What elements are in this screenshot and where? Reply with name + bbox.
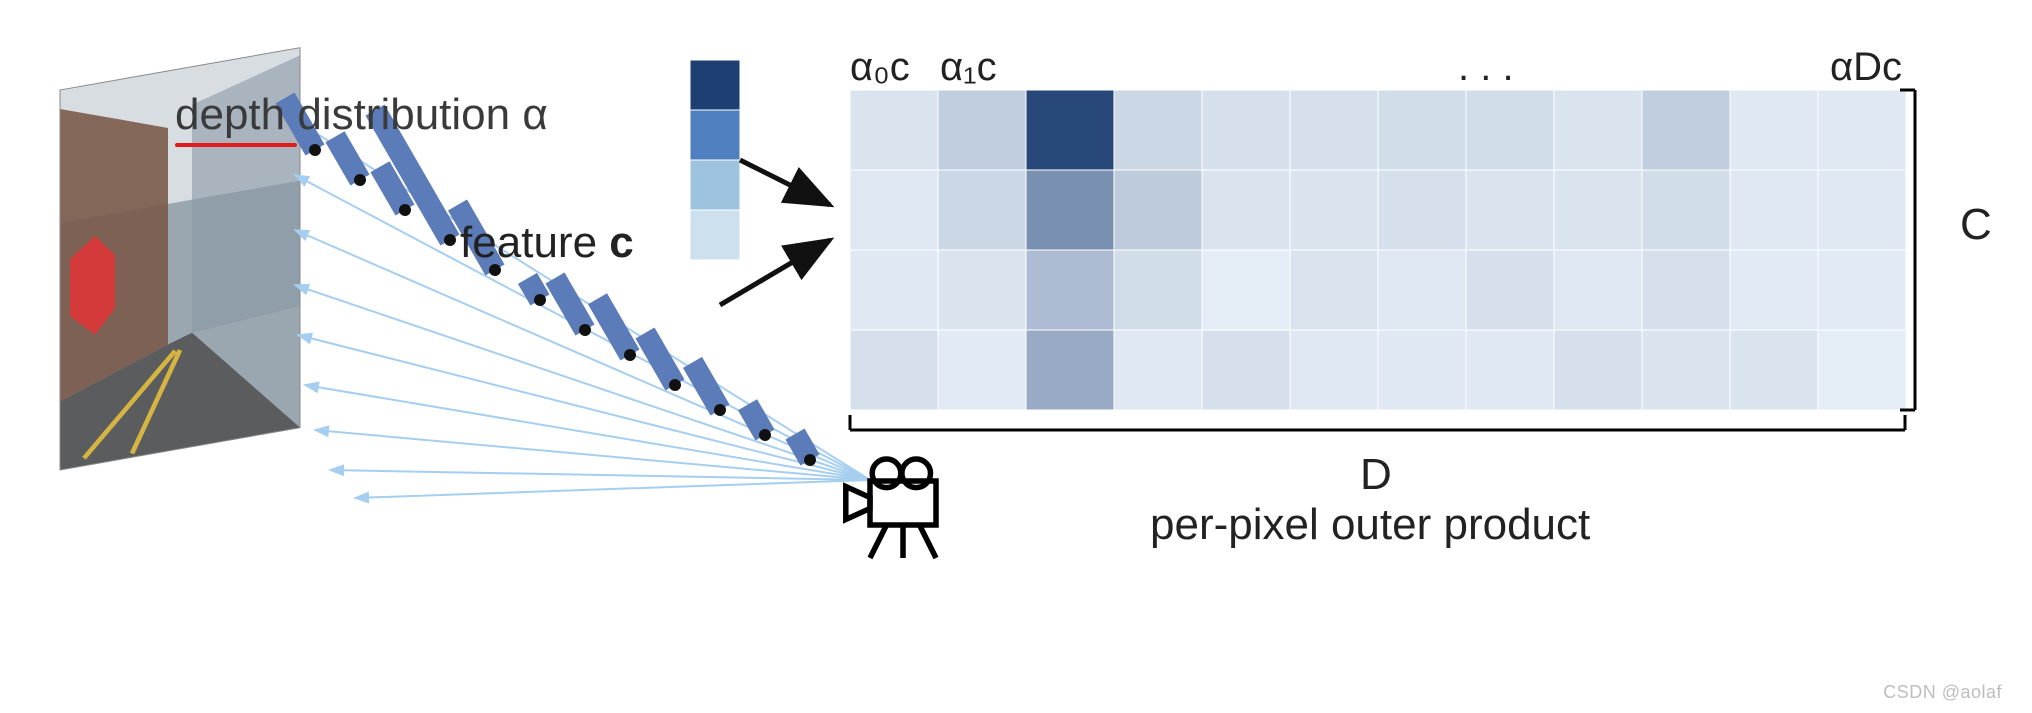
watermark: CSDN @aolaf [1883, 682, 2002, 703]
underline-depth [175, 143, 297, 147]
feature-strip [690, 60, 740, 260]
label-alpha0c: α₀c [850, 45, 910, 90]
figure-stage: depth distribution α feature c α₀c α₁c .… [0, 0, 2032, 713]
label-C: C [1960, 200, 1992, 250]
label-D: D [1360, 450, 1392, 500]
label-depth-distribution: depth distribution α [175, 90, 548, 140]
label-alphaDc: αDc [1830, 45, 1902, 90]
label-feature-c: feature c [460, 218, 634, 268]
label-alpha1c: α₁c [940, 45, 997, 90]
label-outer-product: per-pixel outer product [1150, 500, 1590, 550]
label-alpha-dots: . . . [1458, 45, 1514, 90]
heatmap [850, 90, 1906, 410]
